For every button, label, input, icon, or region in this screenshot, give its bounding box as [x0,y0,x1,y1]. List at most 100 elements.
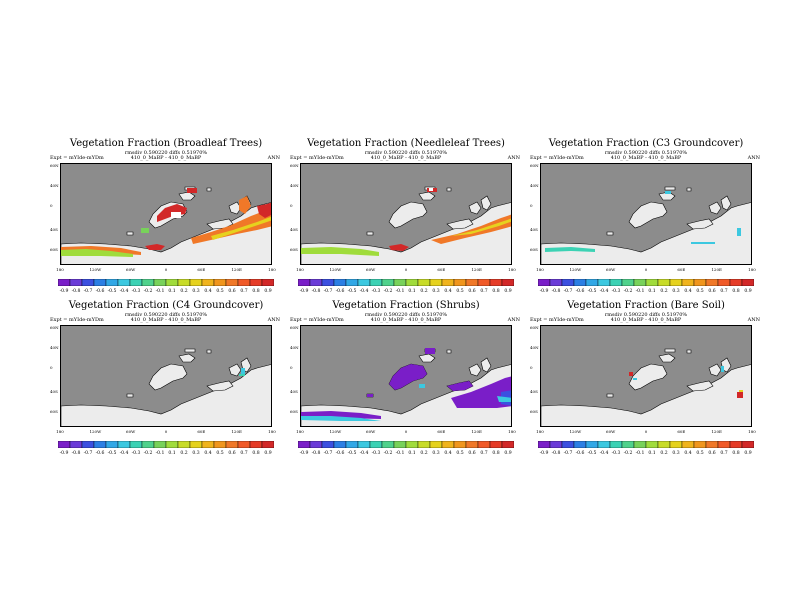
colorbar-swatch [201,279,215,286]
colorbar-label: 0.6 [468,451,476,456]
colorbar-swatch [321,279,335,286]
colorbar-label: -0.5 [107,289,117,294]
land-east3 [720,195,732,211]
colorbar [538,279,754,286]
lon-tick-label: 0 [644,267,648,272]
colorbar-label: 0.7 [720,289,728,294]
anomaly-band-south [301,247,379,256]
colorbar-label: 0.2 [660,289,668,294]
map-panel: Vegetation Fraction (C4 Groundcover) rmsd… [50,300,282,470]
colorbar-label: -0.6 [575,451,585,456]
lat-tick-label: 0 [290,203,293,208]
lon-tick-label: 180 [508,267,516,272]
anomaly-zero-center [171,212,181,218]
anomaly-blob-east-2 [739,390,743,392]
colorbar-label: -0.7 [323,289,333,294]
panel-stats: rmsdiv 0.590220 diffs 0.51970% [604,150,688,156]
colorbar-label: 0.3 [672,289,680,294]
colorbar-swatch [693,279,707,286]
panel-title: Vegetation Fraction (Broadleaf Trees) [69,138,263,149]
anomaly-blob-small [367,394,373,397]
land-upper [178,353,196,363]
colorbar [58,279,274,286]
land-south [61,364,271,426]
lon-tick-label: 60W [366,267,376,272]
colorbar-swatch [417,279,431,286]
map-svg [301,326,511,426]
colorbar-label: -0.9 [539,289,549,294]
colorbar-swatch [177,441,191,448]
colorbar-swatch [58,279,71,286]
anomaly-blob-north [425,348,435,354]
colorbar-label: 0.7 [720,451,728,456]
panel-stats: rmsdiv 0.590220 diffs 0.51970% [364,150,448,156]
colorbar-swatch [489,441,503,448]
colorbar-label: -0.1 [155,289,165,294]
colorbar-swatch [489,279,503,286]
colorbar-swatch [261,441,274,448]
colorbar-label: -0.8 [311,451,321,456]
lon-tick-label: 60W [606,429,616,434]
colorbar-label: -0.7 [83,451,93,456]
colorbar-label: -0.9 [59,289,69,294]
anomaly-band-south [545,247,595,252]
lon-tick-label: 120E [231,429,242,434]
colorbar-label: -0.2 [143,451,153,456]
colorbar-label: -0.8 [311,289,321,294]
colorbar-swatch [189,279,203,286]
anomaly-blob-east-3 [721,366,724,372]
anomaly-blob-north [665,191,671,194]
land-small3 [366,231,374,236]
lat-tick-label: 40N [290,183,299,188]
land-center [148,363,188,391]
colorbar-label: -0.1 [635,451,645,456]
colorbar-swatch [357,441,371,448]
lat-tick-label: 40N [50,345,59,350]
colorbar-label: -0.6 [575,289,585,294]
colorbar-swatch [717,279,731,286]
anomaly-blob-center-cyan [419,384,425,388]
colorbar-label: 0.2 [420,289,428,294]
experiment-label: Expt = mYIde-mYDm [50,317,104,323]
colorbar [298,279,514,286]
lat-tick-label: 0 [290,365,293,370]
colorbar-label: 0.2 [420,451,428,456]
lat-tick-label: 60N [290,325,299,330]
colorbar-swatch [597,279,611,286]
anomaly-blob-east-1 [447,381,473,391]
colorbar-label: 0.3 [432,289,440,294]
colorbar-label: -0.3 [371,451,381,456]
colorbar-swatch [538,441,551,448]
colorbar-swatch [213,441,227,448]
colorbar-label: -0.8 [71,451,81,456]
colorbar-swatch [609,279,623,286]
colorbar-swatch [69,279,83,286]
panel-experiments: 410_0_MaBP - 410_0_MaBP [130,155,202,161]
colorbar-swatch [501,441,514,448]
lon-tick-label: 60E [197,429,206,434]
colorbar-label: 0.4 [684,289,692,294]
colorbar-label: -0.9 [59,451,69,456]
lat-tick-label: 60S [290,247,298,252]
colorbar-swatch [201,441,215,448]
anomaly-zero-north [429,188,433,191]
lat-tick-label: 40N [50,183,59,188]
colorbar-swatch [105,279,119,286]
colorbar-label: 0.8 [492,451,500,456]
colorbar-label: 0.1 [408,451,416,456]
land-upper [418,353,436,363]
experiment-label: Expt = mYIde-mYDm [290,317,344,323]
map-panel: Vegetation Fraction (Bare Soil) rmsdiv 0.… [530,300,762,470]
land-east1 [206,218,234,230]
colorbar-swatch [129,441,143,448]
colorbar-swatch [237,441,251,448]
lon-tick-label: 180 [508,429,516,434]
land-small3 [126,231,134,236]
colorbar-label: -0.4 [359,451,369,456]
colorbar-swatch [261,279,274,286]
colorbar-swatch [105,441,119,448]
land-east2 [468,201,482,215]
colorbar-label: 0.9 [264,451,272,456]
land-east1 [206,380,234,392]
lon-tick-label: 0 [644,429,648,434]
